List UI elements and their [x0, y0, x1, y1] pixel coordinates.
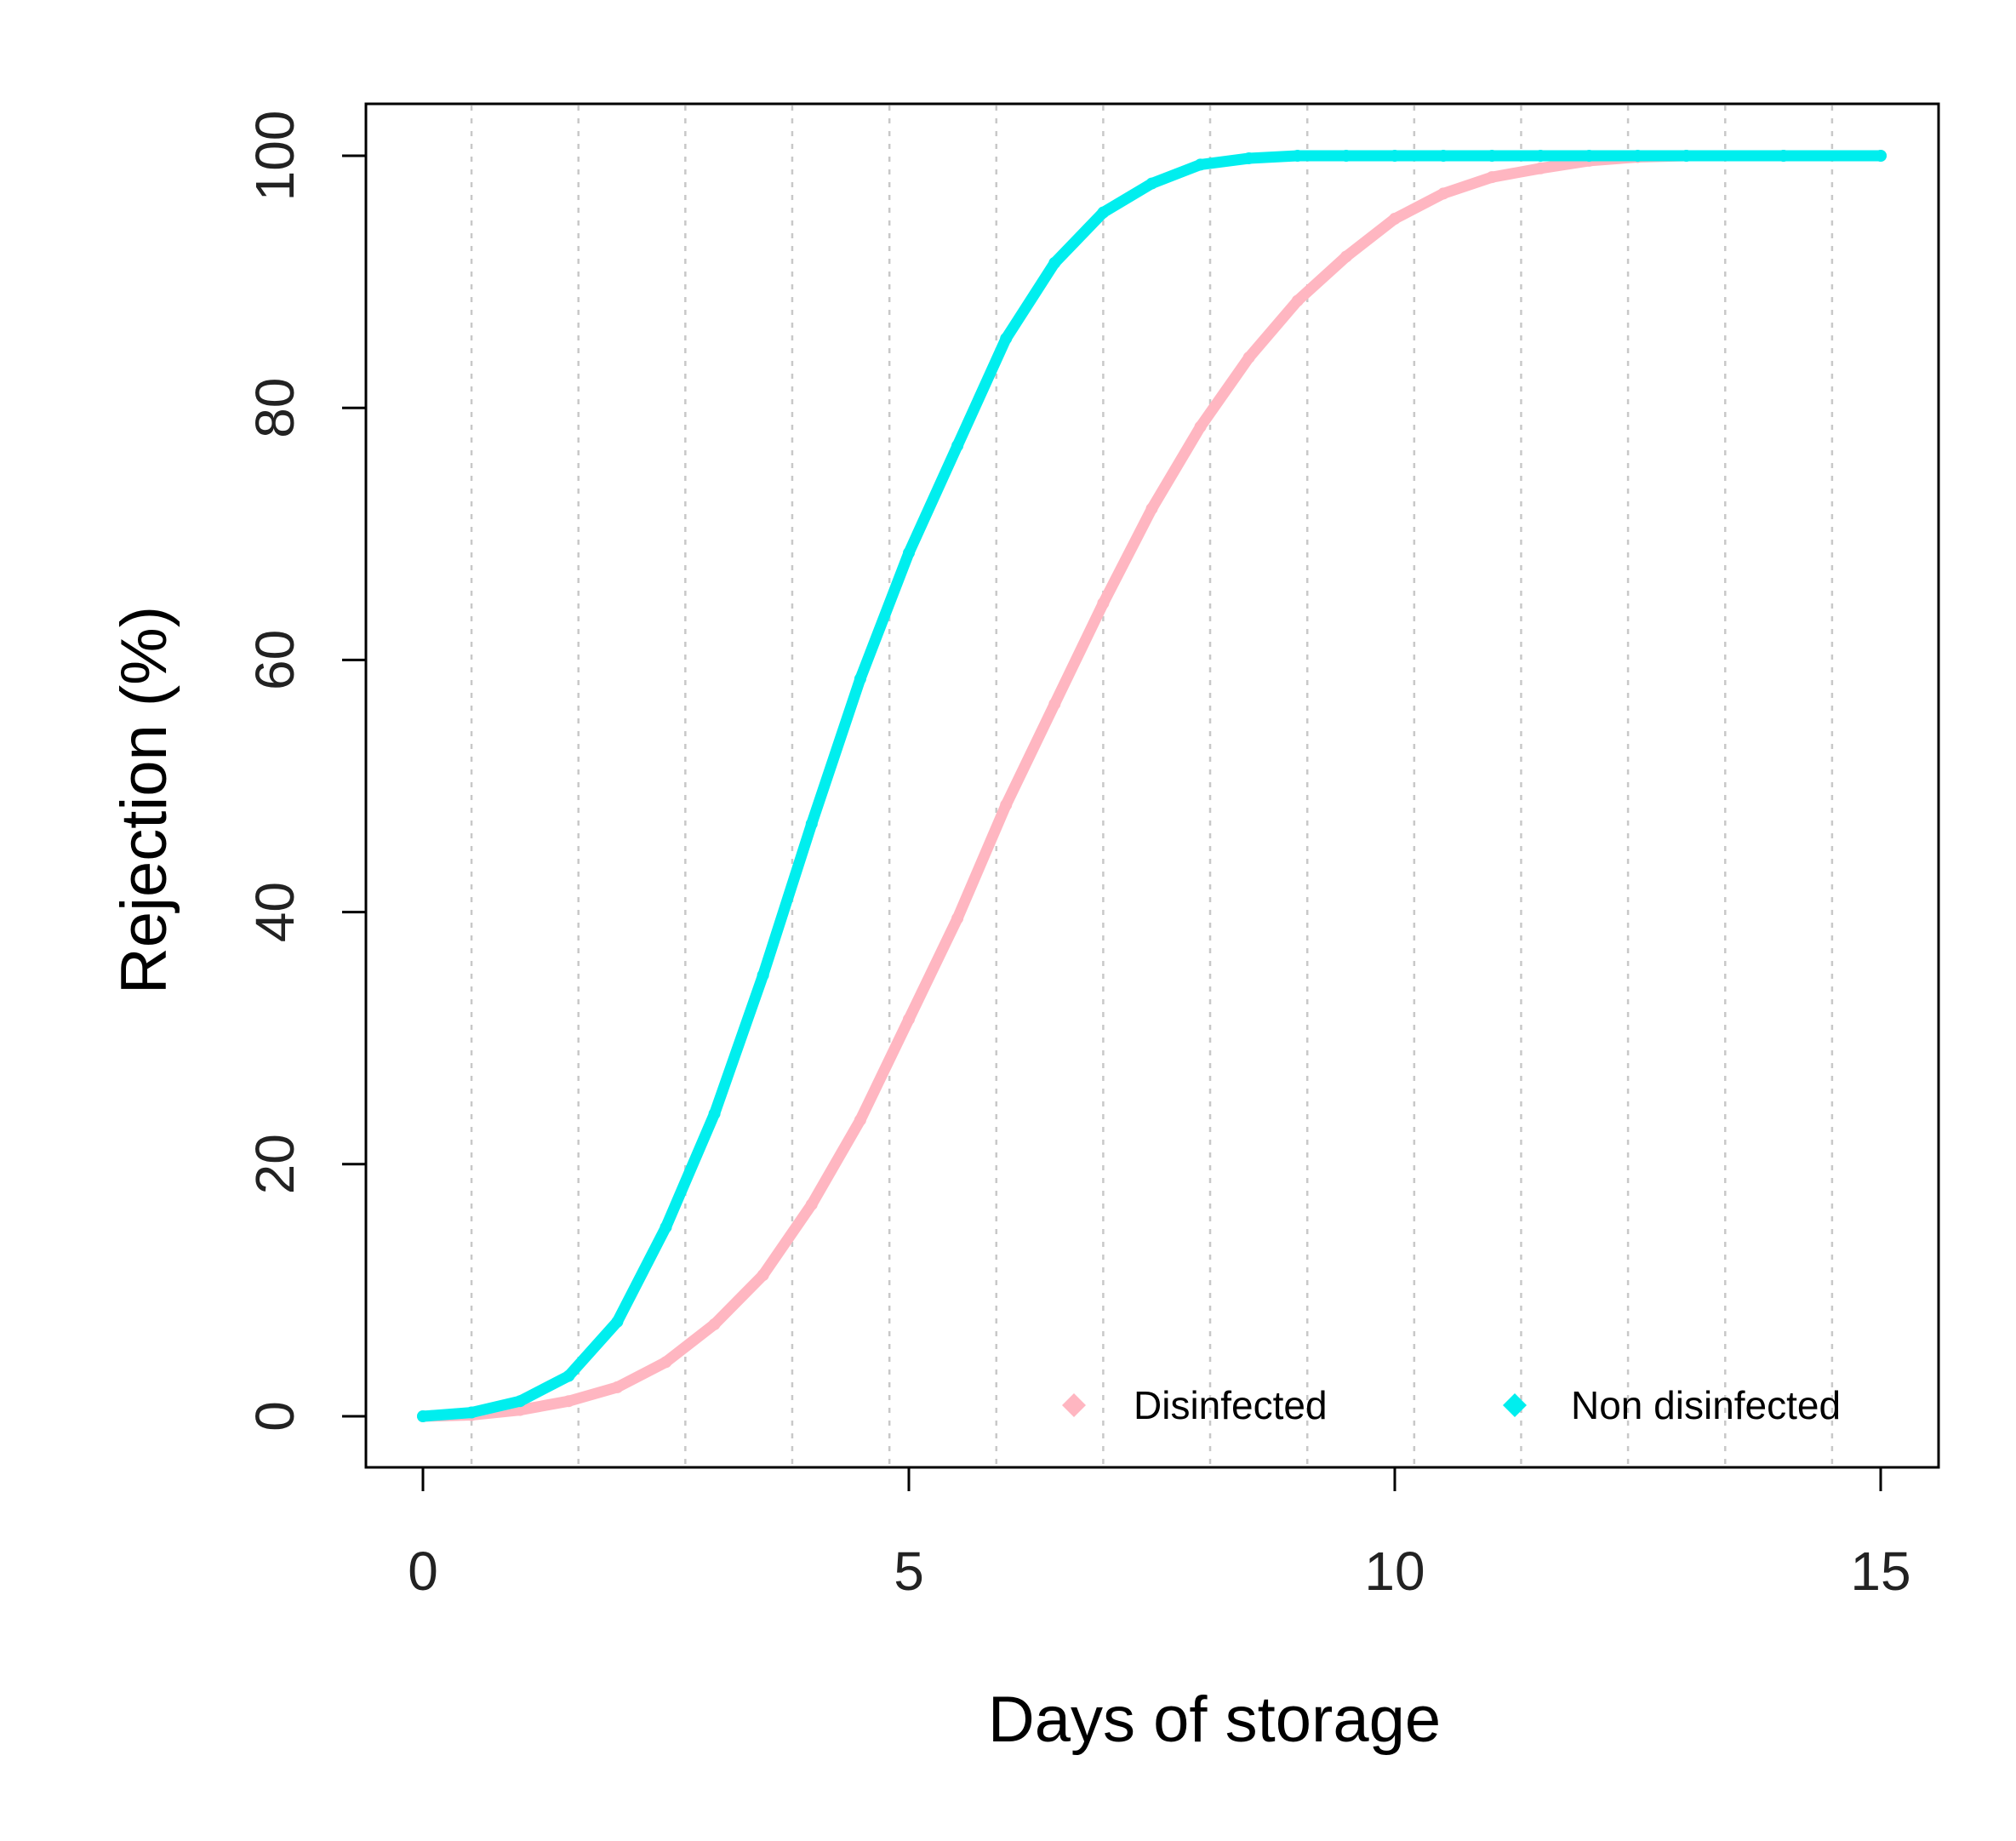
- x-axis-title: Days of storage: [988, 1684, 1441, 1756]
- x-tick-label: 5: [894, 1541, 924, 1602]
- data-point-non-disinfected: [1437, 150, 1450, 162]
- data-point-disinfected: [1194, 420, 1207, 433]
- data-point-disinfected: [1000, 798, 1013, 811]
- data-point-non-disinfected: [1291, 150, 1304, 162]
- legend-label-non-disinfected: Non disinfected: [1571, 1383, 1841, 1427]
- x-tick-label: 10: [1364, 1541, 1425, 1602]
- data-point-disinfected: [854, 1113, 866, 1126]
- data-point-disinfected: [805, 1198, 818, 1211]
- legend-item-disinfected: Disinfected: [1062, 1383, 1328, 1427]
- y-axis-title: Rejection (%): [108, 606, 180, 994]
- data-point-non-disinfected: [1000, 332, 1013, 345]
- y-tick-label: 60: [244, 630, 306, 690]
- y-tick-label: 0: [244, 1401, 306, 1432]
- legend-label-disinfected: Disinfected: [1134, 1383, 1328, 1427]
- plot-frame: [364, 102, 1940, 1469]
- data-point-non-disinfected: [1097, 206, 1110, 219]
- data-point-disinfected: [1097, 597, 1110, 609]
- data-point-disinfected: [1048, 698, 1061, 711]
- data-point-non-disinfected: [805, 817, 818, 830]
- data-point-non-disinfected: [708, 1107, 721, 1120]
- grid-layer: [470, 106, 1834, 1466]
- legend: Disinfected Non disinfected: [1062, 1383, 1841, 1427]
- data-point-non-disinfected: [417, 1410, 429, 1422]
- data-point-non-disinfected: [1534, 150, 1547, 162]
- data-point-disinfected: [951, 912, 964, 925]
- y-axis: 0 20 40 60 80 100: [244, 111, 366, 1432]
- legend-item-non-disinfected: Non disinfected: [1503, 1383, 1841, 1427]
- data-point-disinfected: [611, 1381, 624, 1393]
- data-point-disinfected: [1437, 187, 1450, 200]
- data-point-disinfected: [1486, 171, 1499, 184]
- x-axis: 0 5 10 15: [408, 1467, 1911, 1602]
- data-point-non-disinfected: [611, 1315, 624, 1328]
- data-point-disinfected: [1145, 502, 1158, 515]
- y-tick-label: 80: [244, 378, 306, 438]
- series-line-disinfected: [417, 150, 1887, 1422]
- data-point-non-disinfected: [660, 1221, 672, 1233]
- data-point-disinfected: [1291, 294, 1304, 307]
- data-point-non-disinfected: [465, 1406, 478, 1419]
- legend-marker-non-disinfected: [1503, 1393, 1527, 1417]
- data-point-non-disinfected: [951, 439, 964, 452]
- x-tick-label: 0: [408, 1541, 438, 1602]
- data-point-non-disinfected: [1145, 177, 1158, 190]
- data-point-non-disinfected: [1777, 150, 1790, 162]
- data-point-non-disinfected: [1680, 150, 1693, 162]
- data-point-non-disinfected: [1194, 158, 1207, 171]
- data-point-disinfected: [563, 1395, 575, 1408]
- y-tick-label: 40: [244, 882, 306, 942]
- series-layer: [417, 150, 1887, 1422]
- data-point-disinfected: [1339, 250, 1352, 263]
- data-point-disinfected: [660, 1356, 672, 1369]
- y-tick-label: 100: [244, 111, 306, 202]
- data-point-disinfected: [903, 1013, 915, 1026]
- data-point-disinfected: [757, 1269, 769, 1282]
- y-tick-label: 20: [244, 1134, 306, 1194]
- x-tick-label: 15: [1850, 1541, 1910, 1602]
- data-point-non-disinfected: [854, 672, 866, 685]
- data-point-non-disinfected: [1631, 150, 1644, 162]
- data-point-disinfected: [1242, 351, 1255, 363]
- legend-marker-disinfected: [1062, 1393, 1086, 1417]
- data-point-non-disinfected: [1048, 256, 1061, 269]
- data-point-non-disinfected: [1875, 150, 1887, 162]
- data-point-non-disinfected: [514, 1395, 527, 1408]
- data-point-non-disinfected: [1389, 150, 1401, 162]
- data-point-disinfected: [708, 1318, 721, 1330]
- data-point-disinfected: [1534, 162, 1547, 174]
- data-point-disinfected: [1389, 213, 1401, 226]
- data-point-non-disinfected: [1242, 152, 1255, 164]
- data-point-non-disinfected: [757, 969, 769, 981]
- series-line-non-disinfected: [417, 150, 1887, 1422]
- data-point-non-disinfected: [1486, 150, 1499, 162]
- data-point-non-disinfected: [563, 1369, 575, 1382]
- data-point-non-disinfected: [1339, 150, 1352, 162]
- data-point-non-disinfected: [1583, 150, 1596, 162]
- data-point-non-disinfected: [903, 546, 915, 559]
